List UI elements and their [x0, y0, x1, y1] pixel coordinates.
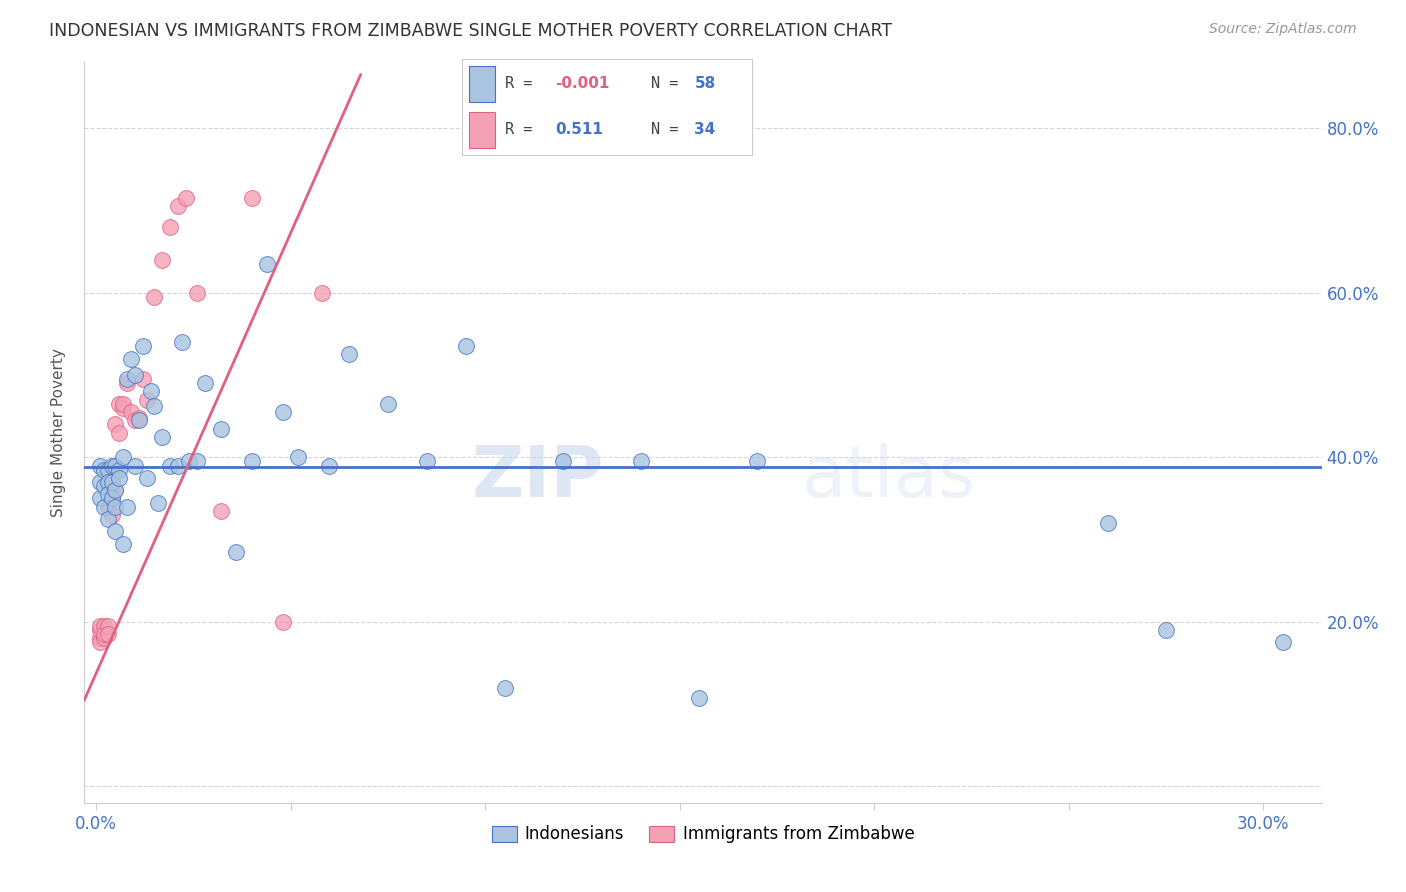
Point: [166, 199, 188, 213]
Point: [120, 351, 142, 366]
Point: [143, 399, 166, 413]
Point: [139, 384, 162, 399]
Point: [104, 524, 127, 539]
Point: [93, 619, 115, 633]
Point: [170, 335, 193, 350]
Point: [337, 347, 360, 361]
Point: [318, 458, 340, 473]
Point: [240, 191, 263, 205]
Point: [108, 471, 131, 485]
Point: [115, 500, 138, 514]
Point: [108, 397, 131, 411]
Point: [159, 458, 181, 473]
Point: [150, 430, 173, 444]
Point: [186, 285, 208, 300]
Point: [135, 392, 157, 407]
Point: [132, 372, 155, 386]
Point: [89, 632, 111, 646]
Point: [494, 681, 516, 695]
Point: [124, 458, 146, 473]
Point: [100, 508, 122, 522]
Point: [124, 413, 146, 427]
Text: INDONESIAN VS IMMIGRANTS FROM ZIMBABWE SINGLE MOTHER POVERTY CORRELATION CHART: INDONESIAN VS IMMIGRANTS FROM ZIMBABWE S…: [49, 22, 893, 40]
Point: [416, 454, 439, 468]
Point: [115, 372, 138, 386]
Point: [132, 339, 155, 353]
Text: atlas: atlas: [801, 442, 976, 511]
Point: [311, 285, 333, 300]
Point: [1154, 623, 1177, 637]
Point: [225, 545, 247, 559]
Point: [150, 252, 173, 267]
Point: [166, 458, 188, 473]
Point: [186, 454, 208, 468]
Point: [89, 458, 111, 473]
Point: [97, 512, 120, 526]
Point: [93, 627, 115, 641]
Point: [97, 627, 120, 641]
Point: [112, 536, 135, 550]
Point: [104, 458, 127, 473]
Point: [747, 454, 769, 468]
Point: [104, 500, 127, 514]
Point: [112, 401, 135, 415]
Point: [174, 191, 197, 205]
Point: [108, 462, 131, 476]
Point: [112, 450, 135, 465]
Text: ZIP: ZIP: [472, 442, 605, 511]
Point: [89, 635, 111, 649]
Point: [551, 454, 574, 468]
Point: [112, 397, 135, 411]
Point: [179, 454, 201, 468]
Point: [271, 615, 294, 629]
Text: Source: ZipAtlas.com: Source: ZipAtlas.com: [1209, 22, 1357, 37]
Point: [104, 483, 127, 498]
Point: [97, 462, 120, 476]
Y-axis label: Single Mother Poverty: Single Mother Poverty: [51, 348, 66, 517]
Point: [93, 462, 115, 476]
Point: [271, 405, 294, 419]
Point: [93, 632, 115, 646]
Point: [89, 619, 111, 633]
Point: [108, 425, 131, 440]
Point: [209, 422, 232, 436]
Point: [100, 475, 122, 489]
Point: [115, 376, 138, 391]
Point: [148, 495, 170, 509]
Point: [97, 487, 120, 501]
Point: [93, 500, 115, 514]
Point: [97, 500, 120, 514]
Point: [104, 417, 127, 432]
Point: [630, 454, 652, 468]
Point: [135, 471, 157, 485]
Point: [128, 410, 150, 425]
Point: [209, 504, 232, 518]
Point: [194, 376, 217, 391]
Point: [93, 479, 115, 493]
Point: [454, 339, 477, 353]
Point: [100, 458, 122, 473]
Point: [240, 454, 263, 468]
Point: [97, 475, 120, 489]
Point: [100, 491, 122, 506]
Point: [377, 397, 399, 411]
Point: [159, 219, 181, 234]
Point: [256, 257, 278, 271]
Point: [143, 290, 166, 304]
Point: [287, 450, 309, 465]
Point: [89, 623, 111, 637]
Point: [128, 413, 150, 427]
Point: [97, 619, 120, 633]
Point: [1097, 516, 1119, 530]
Point: [100, 491, 122, 506]
Point: [104, 483, 127, 498]
Legend: Indonesians, Immigrants from Zimbabwe: Indonesians, Immigrants from Zimbabwe: [485, 819, 921, 850]
Point: [124, 368, 146, 382]
Point: [120, 405, 142, 419]
Point: [1271, 635, 1294, 649]
Point: [89, 475, 111, 489]
Point: [89, 491, 111, 506]
Point: [688, 690, 710, 705]
